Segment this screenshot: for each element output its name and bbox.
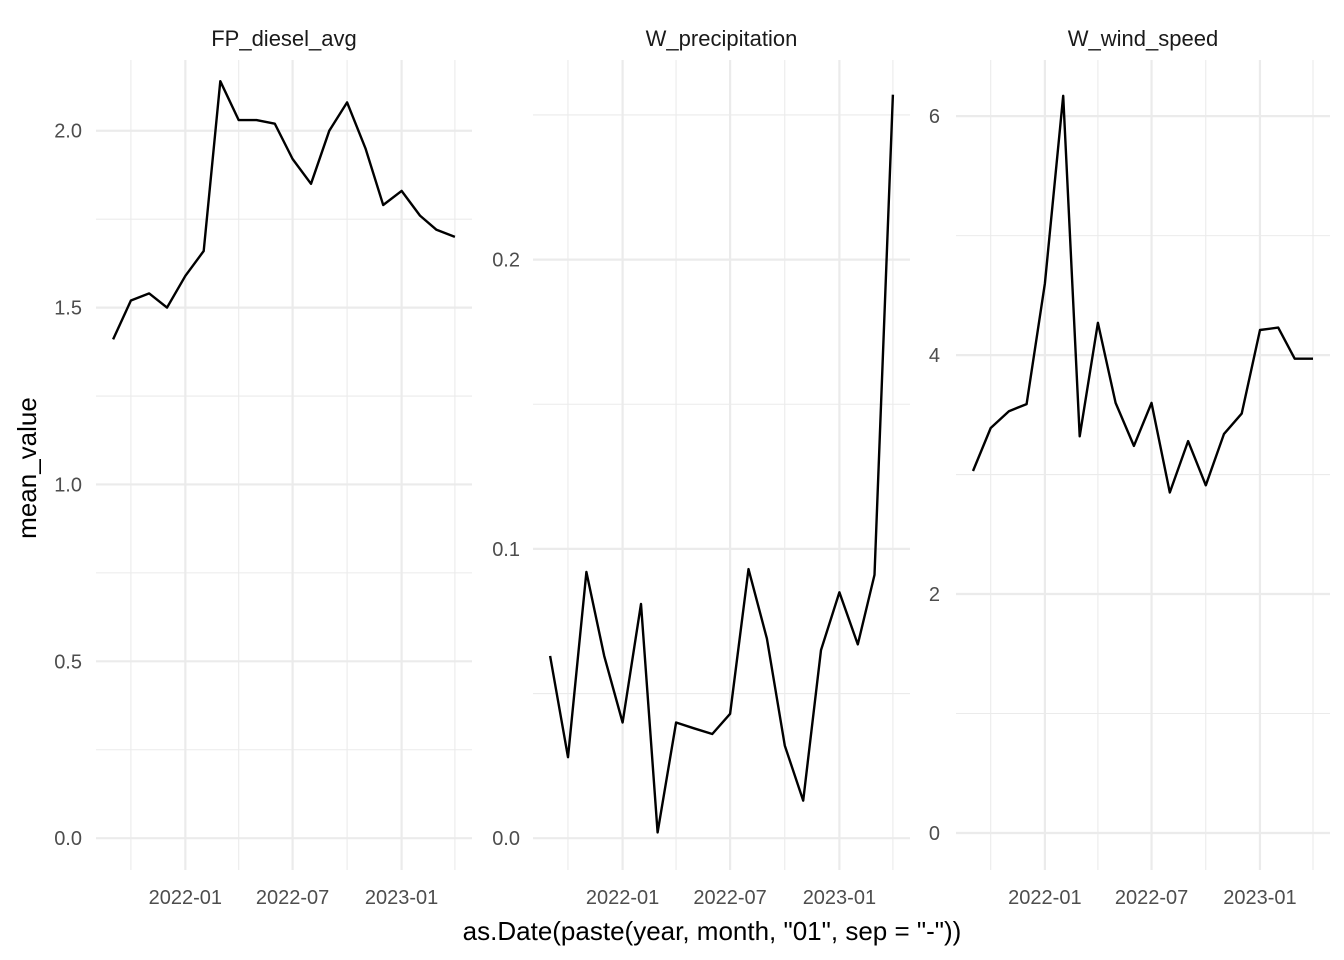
facet-panel: 0 2 4 6 2022-01 2022-07 2023-01 W_wind_speed xyxy=(929,26,1330,909)
y-tick-label: 4 xyxy=(929,345,940,367)
x-tick-label: 2023-01 xyxy=(1223,887,1296,909)
x-tick-label: 2022-07 xyxy=(256,887,329,909)
series-line xyxy=(971,94,1313,494)
y-tick-label: 0.0 xyxy=(492,828,520,850)
x-tick-label: 2023-01 xyxy=(803,887,876,909)
series-line xyxy=(112,79,456,340)
facet-strip-title: W_precipitation xyxy=(646,26,798,51)
y-tick-label: 0.1 xyxy=(492,539,520,561)
y-tick-label: 1.5 xyxy=(54,298,82,320)
x-tick-label: 2023-01 xyxy=(365,887,438,909)
x-axis-title: as.Date(paste(year, month, "01", sep = "… xyxy=(463,916,962,946)
x-tick-label: 2022-01 xyxy=(586,887,659,909)
x-tick-label: 2022-01 xyxy=(149,887,222,909)
x-tick-label: 2022-07 xyxy=(693,887,766,909)
y-tick-label: 6 xyxy=(929,106,940,128)
y-tick-label: 0.2 xyxy=(492,250,520,272)
y-tick-label: 0 xyxy=(929,823,940,845)
facet-strip-title: W_wind_speed xyxy=(1068,26,1218,51)
x-tick-label: 2022-01 xyxy=(1008,887,1081,909)
facet-strip-title: FP_diesel_avg xyxy=(211,26,357,51)
x-tick-label: 2022-07 xyxy=(1115,887,1188,909)
y-tick-label: 0.0 xyxy=(54,828,82,850)
y-tick-label: 0.5 xyxy=(54,651,82,673)
facet-panel: 0.0 0.5 1.0 1.5 2.0 2022-01 2022-07 2023-01 FP_d… xyxy=(54,26,472,909)
series-line xyxy=(548,94,895,834)
facet-panels: 0.0 0.5 1.0 1.5 2.0 2022-01 2022-07 2023-01 FP_d… xyxy=(54,26,1330,909)
facet-panel: 0.0 0.1 0.2 2022-01 2022-07 2023-01 W_precipit… xyxy=(492,26,910,909)
y-axis-title: mean_value xyxy=(12,397,42,539)
y-tick-label: 2 xyxy=(929,584,940,606)
y-tick-label: 2.0 xyxy=(54,121,82,143)
y-tick-label: 1.0 xyxy=(54,474,82,496)
